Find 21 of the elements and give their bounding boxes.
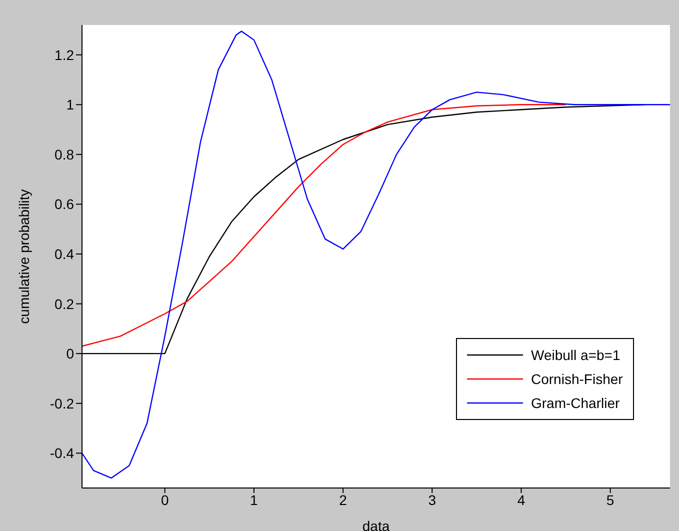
y-tick-label: -0.4: [50, 445, 74, 462]
y-tick-label: 1.2: [54, 46, 74, 63]
x-tick-label: 4: [517, 492, 526, 508]
y-tick-label: 0.2: [54, 296, 74, 312]
x-tick-label: 1: [250, 492, 258, 508]
y-tick-label: -0.2: [50, 395, 74, 412]
y-tick-label: 0.4: [54, 246, 74, 262]
y-tick-label: 1: [66, 96, 74, 113]
legend-label: Gram-Charlier: [531, 395, 620, 411]
y-axis-title: cumulative probability: [16, 189, 32, 324]
x-tick-label: 5: [606, 492, 614, 508]
x-tick-label: 3: [428, 492, 436, 508]
x-axis-title: data: [362, 518, 390, 531]
y-tick-label: 0: [66, 346, 74, 362]
y-tick-label: 0.6: [54, 196, 74, 212]
legend-label: Weibull a=b=1: [531, 347, 620, 363]
legend-label: Cornish-Fisher: [531, 371, 623, 387]
x-tick-label: 0: [160, 492, 169, 508]
line-series: [82, 104, 566, 347]
x-tick-label: 2: [339, 492, 348, 508]
y-tick-label: 0.8: [54, 146, 74, 162]
